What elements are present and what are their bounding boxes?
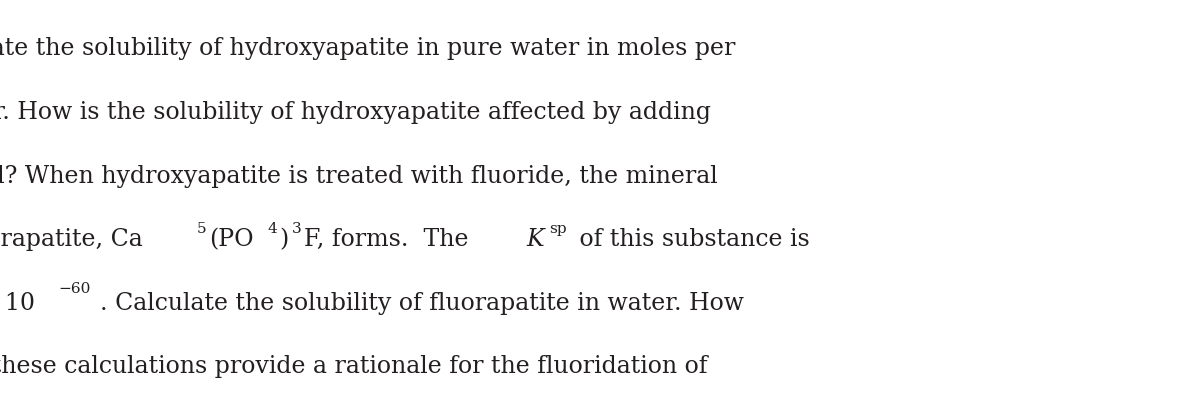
- Text: ): ): [280, 228, 289, 251]
- Text: liter. How is the solubility of hydroxyapatite affected by adding: liter. How is the solubility of hydroxya…: [0, 101, 710, 124]
- Text: (PO: (PO: [210, 228, 254, 251]
- Text: culate the solubility of hydroxyapatite in pure water in moles per: culate the solubility of hydroxyapatite …: [0, 37, 736, 60]
- Text: sp: sp: [548, 222, 566, 235]
- Text: K: K: [526, 228, 544, 251]
- Text: 3: 3: [292, 222, 301, 235]
- Text: do these calculations provide a rationale for the fluoridation of: do these calculations provide a rational…: [0, 355, 707, 378]
- Text: 4: 4: [268, 222, 277, 235]
- Text: −60: −60: [58, 282, 90, 296]
- Text: of this substance is: of this substance is: [571, 228, 809, 251]
- Text: F, forms.  The: F, forms. The: [304, 228, 476, 251]
- Text: 5: 5: [197, 222, 206, 235]
- Text: fluorapatite, Ca: fluorapatite, Ca: [0, 228, 143, 251]
- Text: 1 × 10: 1 × 10: [0, 292, 35, 315]
- Text: acid? When hydroxyapatite is treated with fluoride, the mineral: acid? When hydroxyapatite is treated wit…: [0, 165, 718, 188]
- Text: . Calculate the solubility of fluorapatite in water. How: . Calculate the solubility of fluorapati…: [100, 292, 744, 315]
